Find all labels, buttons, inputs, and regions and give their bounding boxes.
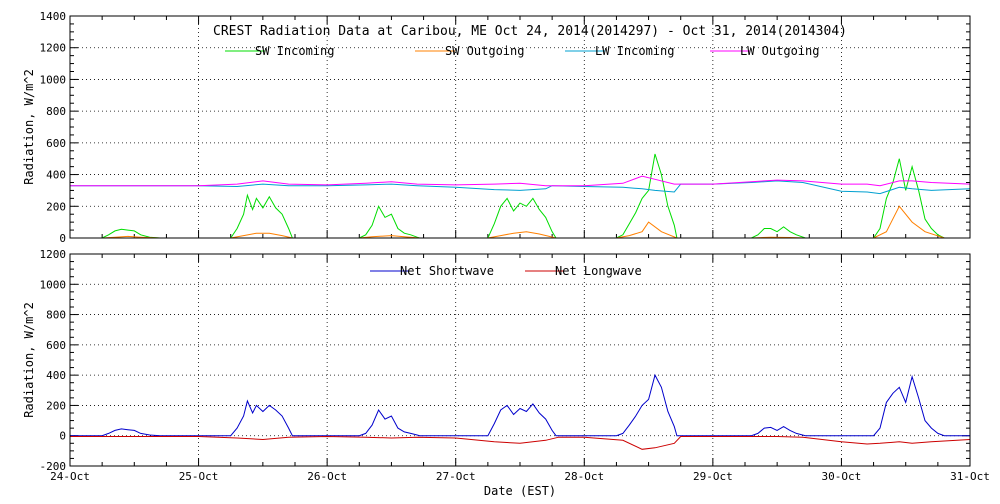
x-tick-label: 24-Oct [50, 470, 90, 483]
chart-title: CREST Radiation Data at Caribou, ME Oct … [213, 24, 847, 39]
top-y-tick-label: 0 [59, 232, 66, 245]
x-axis-title: Date (EST) [484, 484, 556, 498]
x-tick-label: 26-Oct [307, 470, 347, 483]
bottom-y-axis-title: Radiation, W/m^2 [22, 302, 36, 418]
series-line-lw-incoming [70, 180, 971, 195]
series-line-sw-outgoing [70, 205, 970, 239]
x-tick-label: 31-Oct [950, 470, 990, 483]
top-y-tick-label: 1200 [40, 42, 67, 55]
legend-label-lw-outgoing: LW Outgoing [740, 44, 819, 58]
bottom-y-tick-label: 600 [46, 339, 66, 352]
bottom-y-tick-label: 800 [46, 309, 66, 322]
top-y-tick-label: 1000 [40, 73, 67, 86]
series-line-lw-outgoing [70, 175, 971, 187]
series-line-sw-incoming [70, 153, 970, 239]
bottom-y-tick-label: 400 [46, 369, 66, 382]
top-y-tick-label: 1400 [40, 10, 67, 23]
top-y-tick-label: 800 [46, 105, 66, 118]
legend-label-net-longwave: Net Longwave [555, 264, 642, 278]
x-tick-label: 27-Oct [436, 470, 476, 483]
top-y-tick-label: 400 [46, 169, 66, 182]
legend-label-net-shortwave: Net Shortwave [400, 264, 494, 278]
top-y-tick-label: 200 [46, 200, 66, 213]
legend-label-lw-incoming: LW Incoming [595, 44, 674, 58]
bottom-plot-frame [69, 253, 971, 467]
top-y-tick-label: 600 [46, 137, 66, 150]
top-y-axis-title: Radiation, W/m^2 [22, 69, 36, 185]
series-line-net-longwave [70, 435, 971, 450]
x-tick-label: 30-Oct [822, 470, 862, 483]
bottom-y-tick-label: 0 [59, 430, 66, 443]
series-line-net-shortwave [70, 373, 970, 437]
legend-label-sw-incoming: SW Incoming [255, 44, 334, 58]
x-tick-label: 28-Oct [564, 470, 604, 483]
x-tick-label: 29-Oct [693, 470, 733, 483]
bottom-y-tick-label: -200 [40, 460, 67, 473]
x-tick-label: 25-Oct [179, 470, 219, 483]
legend-label-sw-outgoing: SW Outgoing [445, 44, 524, 58]
bottom-y-tick-label: 1000 [40, 278, 67, 291]
bottom-y-tick-label: 200 [46, 399, 66, 412]
bottom-y-tick-label: 1200 [40, 248, 67, 261]
top-plot-frame [69, 15, 971, 239]
